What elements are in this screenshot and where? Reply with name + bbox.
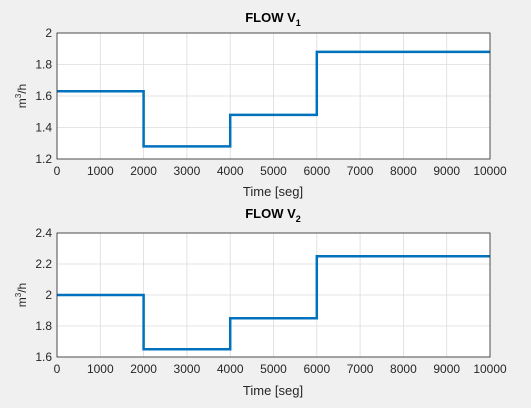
x-tick-label: 1000 <box>87 362 114 376</box>
x-tick-label: 3000 <box>174 362 201 376</box>
x-tick-label: 4000 <box>217 164 244 178</box>
y-tick-label: 2.2 <box>35 257 52 271</box>
series-line-2 <box>57 255 490 351</box>
x-axis-label-1: Time [seg] <box>243 184 303 199</box>
chart-title-1: FLOW V1 <box>245 10 301 28</box>
series-line-1 <box>57 50 490 148</box>
x-tick-label: 0 <box>54 362 61 376</box>
x-tick-label: 9000 <box>433 164 460 178</box>
x-tick-labels-2: 0 1000 2000 3000 4000 5000 6000 7000 8000 9000 100… <box>54 362 507 376</box>
y-axis-label-2: m3/h <box>14 283 29 307</box>
y-tick-label: 2 <box>45 26 52 40</box>
y-axis-label-1: m3/h <box>14 84 29 108</box>
x-tick-label: 0 <box>54 164 61 178</box>
y-tick-label: 1.6 <box>35 89 52 103</box>
x-tick-label: 10000 <box>473 362 507 376</box>
x-tick-label: 5000 <box>260 164 287 178</box>
chart-title-2: FLOW V2 <box>245 206 301 224</box>
y-tick-label: 1.2 <box>35 152 52 166</box>
y-tick-label: 1.6 <box>35 350 52 364</box>
y-tick-label: 2 <box>45 288 52 302</box>
x-axis-label-2: Time [seg] <box>243 383 303 398</box>
y-tick-labels-1: 1.2 1.4 1.6 1.8 2 <box>35 26 52 166</box>
x-tick-label: 7000 <box>347 164 374 178</box>
y-tick-label: 1.8 <box>35 58 52 72</box>
x-tick-label: 8000 <box>390 362 417 376</box>
x-tick-label: 1000 <box>87 164 114 178</box>
x-tick-label: 6000 <box>303 164 330 178</box>
plot-flow-v2: 0 1000 2000 3000 4000 5000 6000 7000 8000 9000 100… <box>14 206 507 398</box>
x-tick-label: 10000 <box>473 164 507 178</box>
x-tick-label: 5000 <box>260 362 287 376</box>
x-tick-labels-1: 0 1000 2000 3000 4000 5000 6000 7000 8000 9000 100… <box>54 164 507 178</box>
plot-flow-v1: 0 1000 2000 3000 4000 5000 6000 7000 8000 9000 100… <box>14 10 507 199</box>
x-tick-label: 2000 <box>130 164 157 178</box>
x-tick-label: 2000 <box>130 362 157 376</box>
x-tick-label: 4000 <box>217 362 244 376</box>
x-tick-label: 7000 <box>347 362 374 376</box>
x-tick-label: 9000 <box>433 362 460 376</box>
y-tick-labels-2: 1.6 1.8 2 2.2 2.4 <box>35 226 52 364</box>
axes-box-1 <box>56 32 491 160</box>
y-tick-label: 1.4 <box>35 121 52 135</box>
x-tick-label: 6000 <box>303 362 330 376</box>
axes-box-2 <box>56 232 491 358</box>
x-tick-label: 8000 <box>390 164 417 178</box>
x-tick-label: 3000 <box>174 164 201 178</box>
y-tick-label: 1.8 <box>35 319 52 333</box>
y-tick-label: 2.4 <box>35 226 52 240</box>
